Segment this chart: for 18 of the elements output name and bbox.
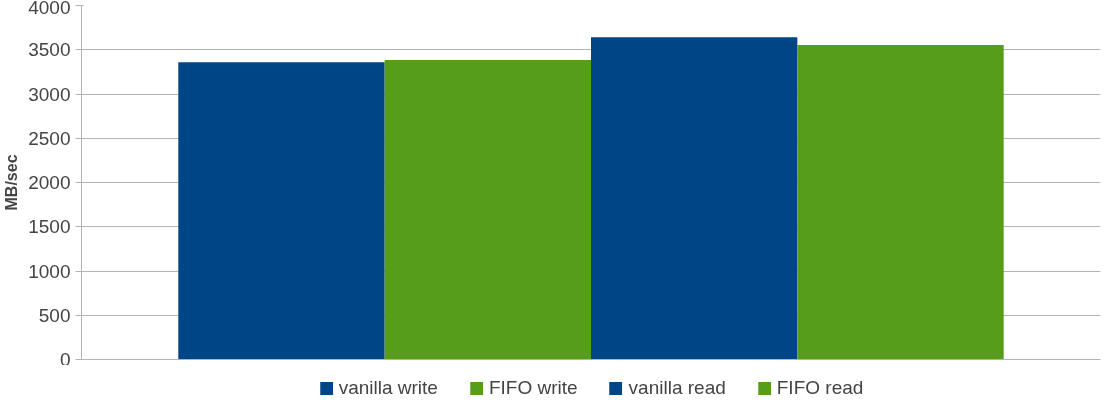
- legend-label: FIFO read: [776, 376, 864, 399]
- y-tick-label: 3000: [28, 83, 71, 105]
- y-tick-label: 4000: [28, 0, 71, 18]
- y-axis-title: MB/sec: [3, 154, 21, 211]
- bar: [178, 62, 385, 360]
- legend-label: FIFO write: [488, 376, 578, 399]
- y-tick-label: 2500: [28, 127, 71, 149]
- y-tick-label: 1500: [28, 216, 71, 238]
- y-tick-label: 3500: [28, 39, 71, 61]
- y-tick-label: 1000: [28, 260, 71, 282]
- bar: [591, 37, 798, 360]
- bar: [384, 59, 591, 360]
- y-tick-label: 500: [38, 304, 71, 326]
- y-tick-label: 2000: [28, 172, 71, 193]
- legend-label: vanilla write: [338, 376, 438, 399]
- bar: [797, 44, 1004, 360]
- legend-label: vanilla read: [628, 376, 726, 399]
- y-tick-label: 0: [59, 348, 71, 370]
